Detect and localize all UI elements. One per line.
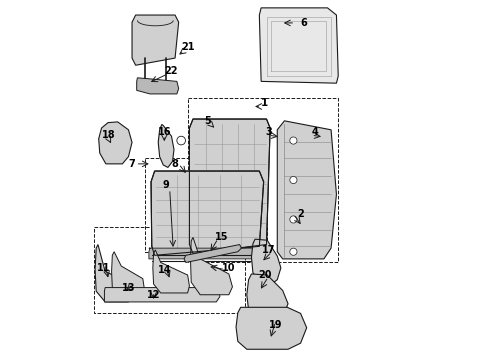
Text: 13: 13 (122, 283, 135, 293)
Polygon shape (98, 122, 132, 164)
Text: 21: 21 (181, 42, 195, 52)
Text: 22: 22 (165, 66, 178, 76)
Polygon shape (251, 239, 281, 285)
Polygon shape (184, 244, 242, 262)
Polygon shape (149, 248, 266, 259)
Text: 18: 18 (102, 130, 116, 140)
Text: 15: 15 (215, 232, 228, 242)
Text: 20: 20 (258, 270, 271, 280)
Polygon shape (112, 252, 145, 298)
Text: 11: 11 (97, 263, 110, 273)
Polygon shape (191, 237, 232, 295)
Bar (188, 98, 338, 262)
Text: 12: 12 (147, 290, 160, 300)
Text: 3: 3 (265, 127, 271, 136)
Text: 4: 4 (312, 127, 318, 136)
Text: 7: 7 (129, 159, 135, 169)
Polygon shape (137, 78, 179, 94)
Polygon shape (95, 244, 130, 302)
Polygon shape (158, 125, 174, 167)
Polygon shape (151, 171, 264, 255)
Text: 2: 2 (297, 209, 304, 219)
Circle shape (177, 136, 186, 145)
Bar (95, 226, 245, 313)
Bar (145, 158, 267, 252)
Text: 1: 1 (261, 98, 269, 108)
Circle shape (290, 137, 297, 144)
Polygon shape (277, 121, 337, 259)
Text: 6: 6 (301, 18, 308, 28)
Polygon shape (259, 8, 338, 83)
Polygon shape (104, 288, 220, 302)
Text: 17: 17 (262, 245, 275, 255)
Polygon shape (190, 119, 270, 253)
Polygon shape (236, 307, 307, 349)
Text: 14: 14 (158, 265, 171, 275)
Circle shape (290, 176, 297, 184)
Polygon shape (247, 274, 288, 324)
Text: 8: 8 (172, 159, 178, 169)
Text: 16: 16 (158, 127, 171, 136)
Text: 19: 19 (269, 320, 282, 330)
Circle shape (290, 248, 297, 255)
Text: 9: 9 (163, 180, 170, 190)
Text: 5: 5 (204, 116, 211, 126)
Polygon shape (132, 15, 179, 65)
Polygon shape (153, 250, 190, 293)
Circle shape (290, 216, 297, 223)
Text: 10: 10 (222, 263, 236, 273)
